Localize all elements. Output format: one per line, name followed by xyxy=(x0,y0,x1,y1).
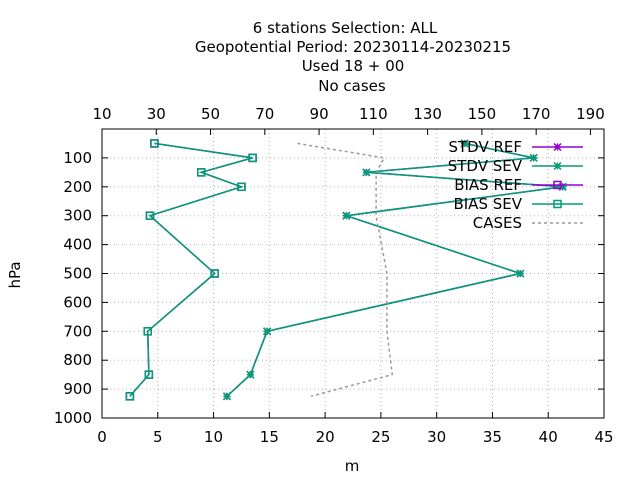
legend-label: STDV REF xyxy=(448,138,522,156)
x-tick-label: 20 xyxy=(316,428,335,446)
legend-label: STDV SEV xyxy=(448,157,523,175)
y-tick-label: 100 xyxy=(63,149,92,167)
x-tick-label: 30 xyxy=(427,428,446,446)
data-point xyxy=(237,182,246,192)
x-tick-label: 15 xyxy=(260,428,279,446)
data-point xyxy=(197,168,206,177)
legend-marker xyxy=(553,199,562,209)
data-point xyxy=(144,370,154,379)
data-point xyxy=(246,370,255,379)
series-line xyxy=(297,142,394,398)
legend-label: BIAS REF xyxy=(454,176,522,194)
data-point xyxy=(516,269,525,278)
data-point xyxy=(263,327,272,336)
data-point xyxy=(125,392,135,401)
data-point xyxy=(143,327,152,336)
title-line: 6 stations Selection: ALL xyxy=(253,19,438,37)
x-tick-label: 45 xyxy=(594,428,613,446)
y-tick-label: 700 xyxy=(63,322,92,340)
x2-tick-label: 170 xyxy=(522,105,551,123)
data-point xyxy=(342,211,351,220)
data-point xyxy=(248,153,257,163)
x2-tick-label: 50 xyxy=(201,105,220,123)
y-tick-label: 300 xyxy=(63,207,92,225)
x-tick-label: 5 xyxy=(153,428,163,446)
x2-tick-label: 70 xyxy=(255,105,274,123)
x-axis-label: m xyxy=(345,457,360,475)
series-line xyxy=(129,142,253,397)
x-tick-label: 10 xyxy=(204,428,223,446)
y-tick-label: 1000 xyxy=(54,409,92,427)
title-line: No cases xyxy=(318,77,386,95)
x2-tick-label: 110 xyxy=(359,105,388,123)
x-tick-label: 35 xyxy=(483,428,502,446)
x2-tick-label: 130 xyxy=(413,105,442,123)
axis-ticks: 0 5 10 15 20 25 30 35 40 45 10 30 50 70 90 110 130 150 170… xyxy=(54,105,614,446)
x2-tick-label: 30 xyxy=(147,105,166,123)
chart-title: 6 stations Selection: ALL Geopotential P… xyxy=(195,19,511,95)
data-point xyxy=(145,211,155,220)
legend-marker xyxy=(553,142,562,152)
x2-tick-label: 150 xyxy=(468,105,497,123)
x-tick-label: 0 xyxy=(97,428,107,446)
data-point xyxy=(210,269,219,278)
series-group xyxy=(297,142,394,398)
legend-label: BIAS SEV xyxy=(453,195,522,213)
y-tick-label: 600 xyxy=(63,293,92,311)
title-line: Used 18 + 00 xyxy=(302,57,405,75)
y-axis-label: hPa xyxy=(6,261,24,288)
legend-marker xyxy=(553,161,562,171)
grid xyxy=(102,129,604,418)
data-point xyxy=(150,139,159,148)
y-tick-label: 900 xyxy=(63,380,92,398)
series-group xyxy=(125,139,257,401)
title-line: Geopotential Period: 20230114-20230215 xyxy=(195,38,511,56)
y-tick-label: 800 xyxy=(63,351,92,369)
y-tick-label: 200 xyxy=(63,178,92,196)
data-point xyxy=(362,168,371,177)
series-group xyxy=(125,139,257,401)
x-tick-label: 25 xyxy=(371,428,390,446)
legend-marker xyxy=(553,180,562,190)
legend-label: CASES xyxy=(473,214,522,232)
x-tick-label: 40 xyxy=(539,428,558,446)
x2-tick-label: 90 xyxy=(310,105,329,123)
data-point xyxy=(460,139,469,148)
data-point xyxy=(529,153,538,162)
plot-frame xyxy=(101,128,605,419)
x2-tick-label: 190 xyxy=(576,105,605,123)
data-point xyxy=(222,392,231,401)
y-tick-label: 500 xyxy=(63,265,92,283)
x2-tick-label: 10 xyxy=(92,105,111,123)
y-tick-label: 400 xyxy=(63,236,92,254)
